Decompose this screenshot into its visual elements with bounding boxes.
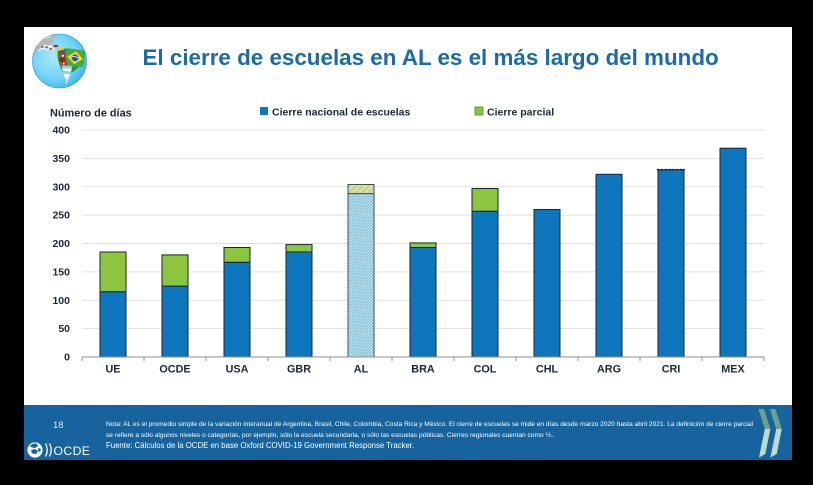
svg-text:350: 350 — [52, 153, 70, 165]
svg-text:Número de días: Número de días — [50, 108, 132, 120]
svg-text:Cierre parcial: Cierre parcial — [487, 107, 554, 119]
svg-text:50: 50 — [58, 323, 70, 335]
svg-text:BRA: BRA — [411, 364, 435, 376]
svg-text:100: 100 — [52, 295, 70, 307]
svg-text:CRI: CRI — [662, 364, 681, 376]
svg-text:300: 300 — [52, 181, 70, 193]
svg-text:MEX: MEX — [721, 364, 745, 376]
svg-text:400: 400 — [52, 125, 70, 137]
svg-text:Cierre nacional de escuelas: Cierre nacional de escuelas — [272, 107, 410, 119]
svg-text:UE: UE — [106, 364, 121, 376]
svg-text:200: 200 — [52, 238, 70, 250]
svg-text:0: 0 — [64, 352, 70, 364]
svg-text:CHL: CHL — [536, 364, 559, 376]
svg-text:OCDE: OCDE — [54, 444, 91, 458]
svg-text:USA: USA — [226, 364, 249, 376]
svg-text:250: 250 — [52, 210, 70, 222]
svg-text:150: 150 — [52, 266, 70, 278]
svg-text:COL: COL — [474, 364, 497, 376]
svg-text:AL: AL — [354, 364, 369, 376]
svg-text:GBR: GBR — [287, 364, 311, 376]
svg-text:OCDE: OCDE — [159, 364, 190, 376]
svg-text:ARG: ARG — [597, 364, 621, 376]
